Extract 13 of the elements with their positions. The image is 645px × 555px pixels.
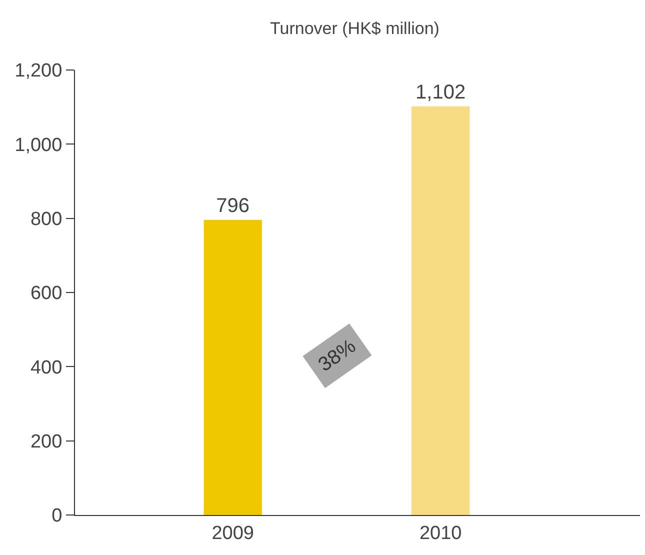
- annotation: 38%: [314, 335, 360, 376]
- y-tick-label: 200: [30, 431, 62, 452]
- y-tick-label: 1,200: [14, 60, 62, 82]
- y-tick-label: 600: [30, 283, 62, 304]
- x-tick-label: 2010: [419, 522, 462, 544]
- y-tick-label: 400: [30, 357, 62, 378]
- y-tick-label: 800: [30, 208, 62, 230]
- y-tick-label: 0: [52, 506, 62, 527]
- data-label: 1,102: [416, 81, 466, 104]
- chart-title: Turnover (HK$ million): [270, 19, 440, 38]
- y-tick-label: 1,000: [14, 134, 62, 156]
- data-label: 796: [216, 194, 250, 217]
- x-tick-label: 2009: [212, 522, 254, 544]
